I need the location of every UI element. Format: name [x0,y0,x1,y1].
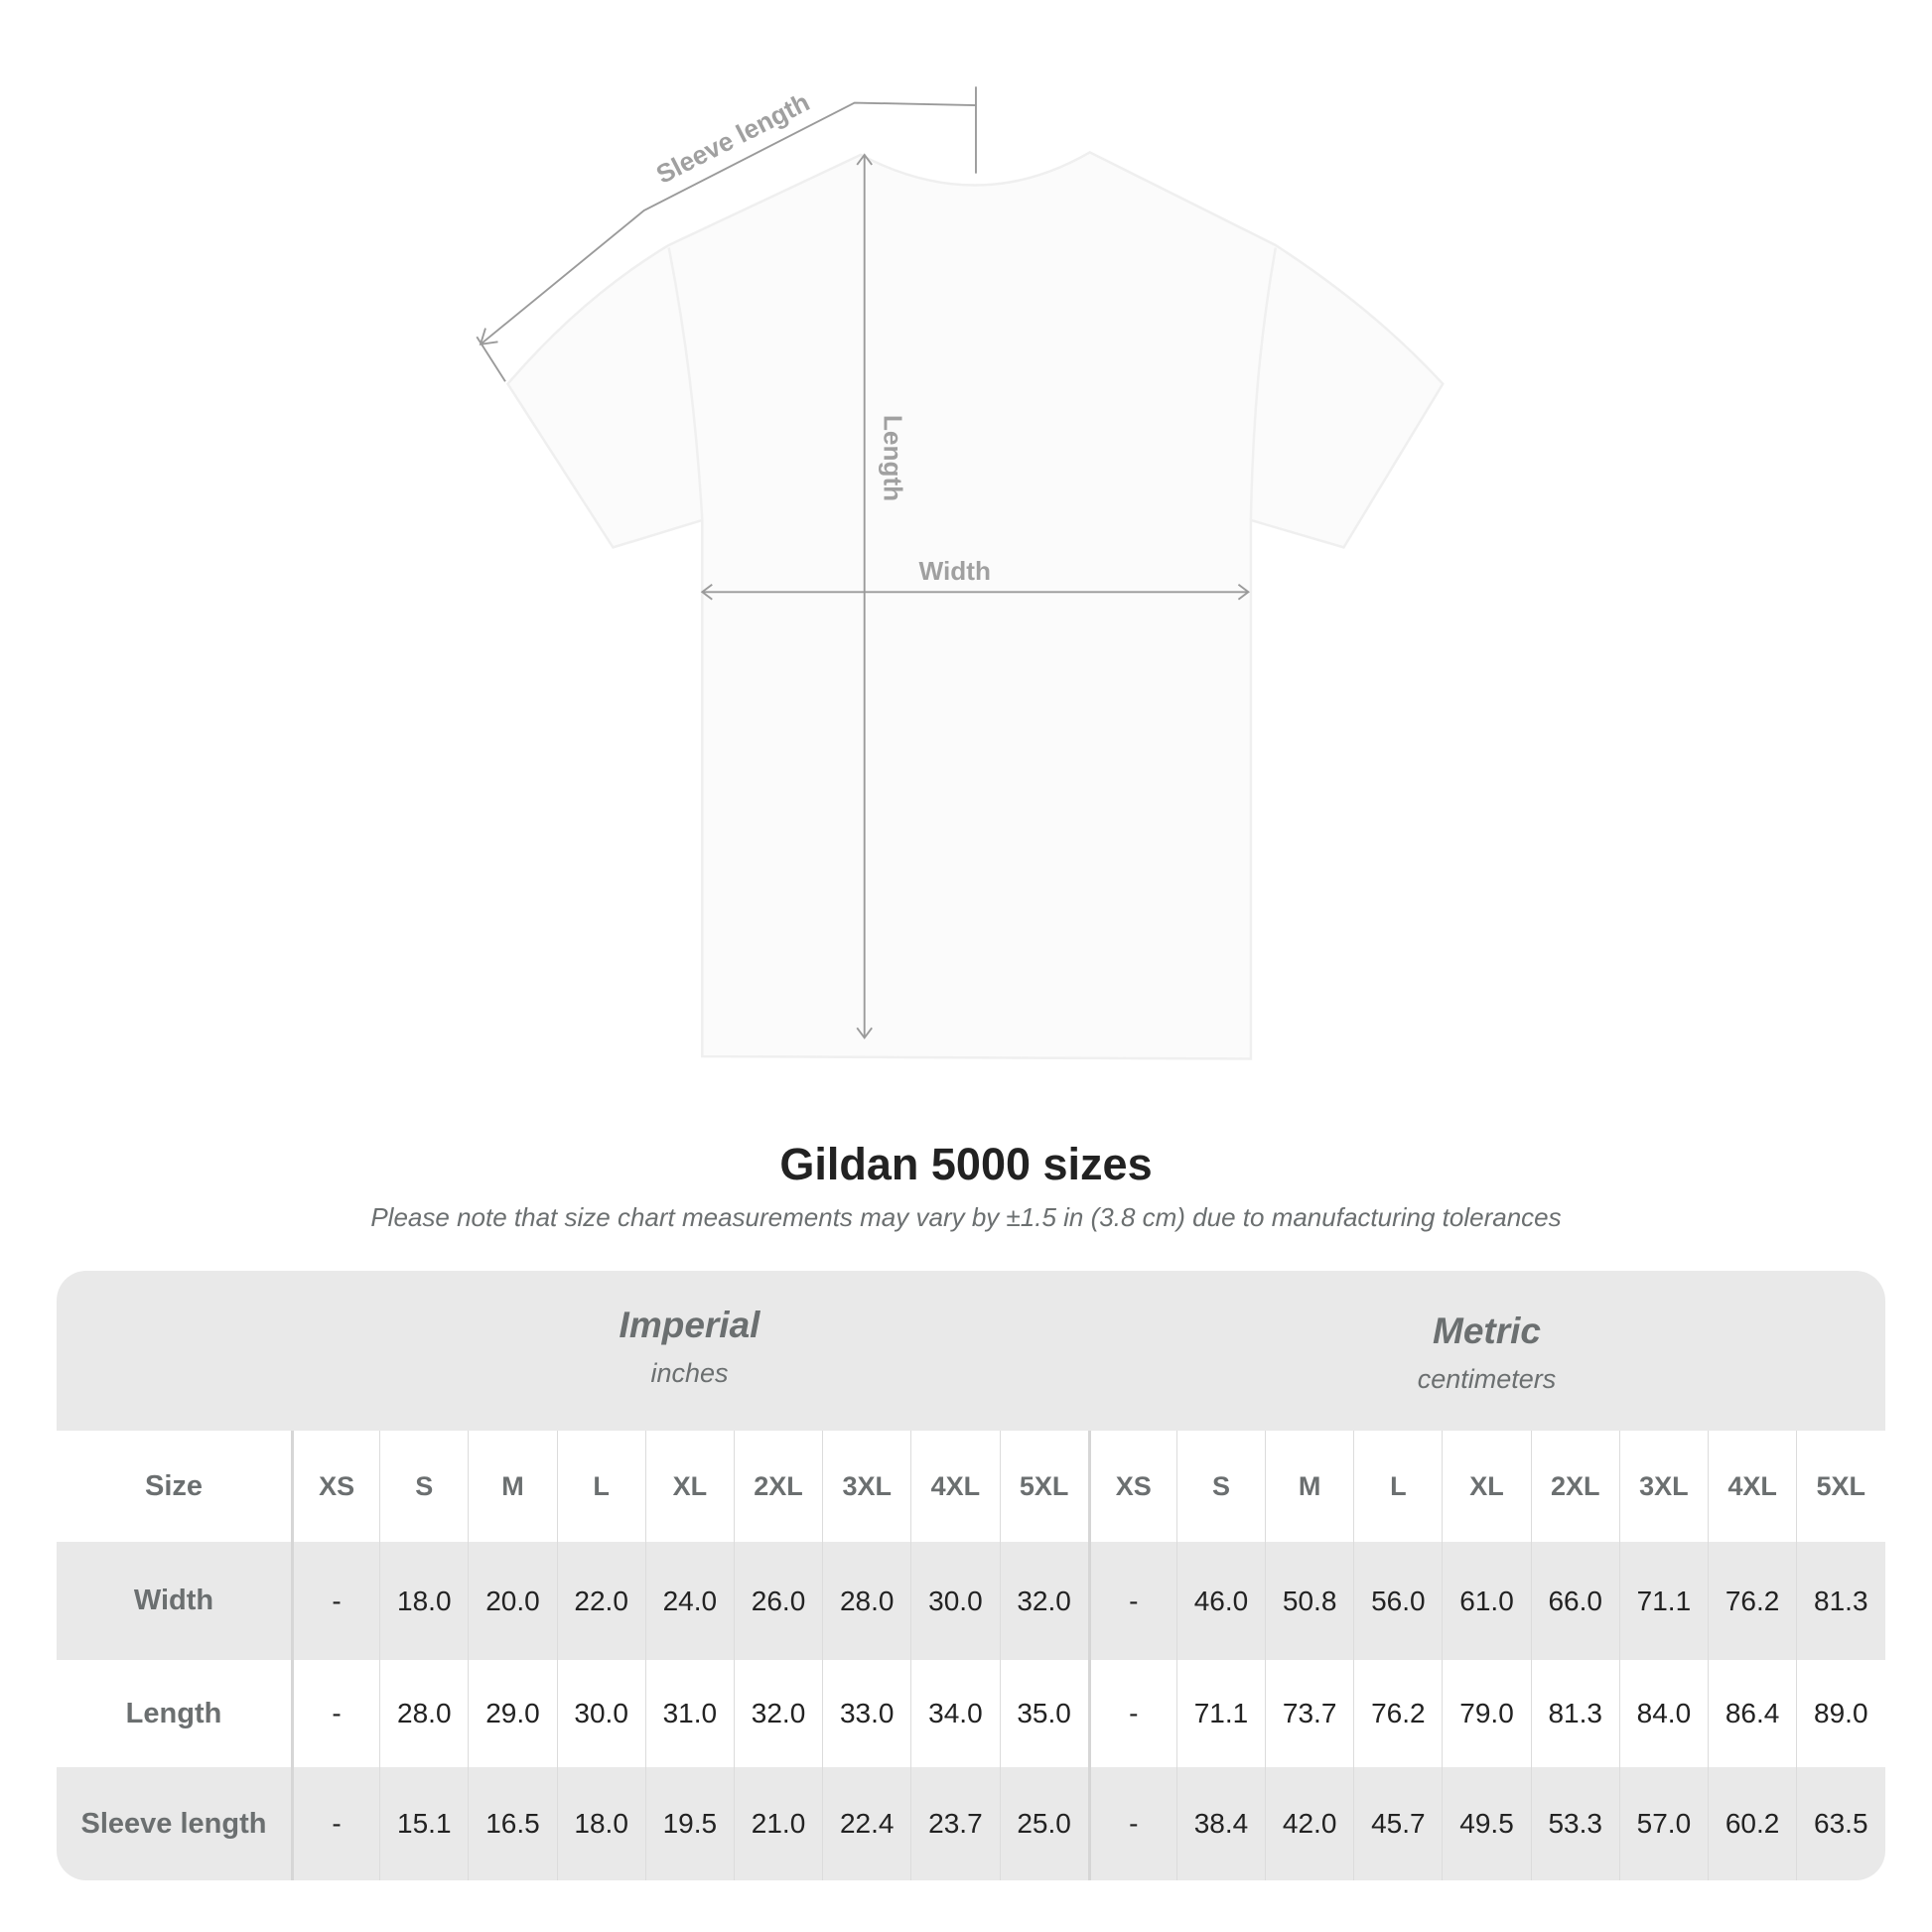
size-header-metric: XL [1442,1431,1530,1542]
value-cell-metric: - [1087,1660,1176,1767]
value-cell-metric: - [1087,1767,1176,1880]
size-header-imperial: 4XL [910,1431,999,1542]
value-cell-imperial: 22.0 [556,1542,645,1660]
value-cell-imperial: 21.0 [733,1767,822,1880]
length-label: Length [879,415,908,501]
value-cell-imperial: 29.0 [468,1660,556,1767]
size-header-metric: 2XL [1530,1431,1619,1542]
value-cell-imperial: 28.0 [822,1542,910,1660]
size-header-metric: XS [1087,1431,1176,1542]
value-cell-metric: 53.3 [1530,1767,1619,1880]
width-measure [700,584,1250,601]
value-cell-imperial: 20.0 [468,1542,556,1660]
tolerance-note: Please note that size chart measurements… [370,1202,1562,1232]
row-label: Width [133,1585,214,1616]
size-row: Size XS S M L XL 2XL 3XL 4XL 5XL XS S M L XL 2XL 3XL 4XL… [57,1431,1885,1542]
value-cell-metric: 66.0 [1530,1542,1619,1660]
sleeve-length-measure [476,86,977,382]
size-header-metric: 3XL [1618,1431,1708,1542]
value-cell-metric: 56.0 [1353,1542,1442,1660]
value-cell-metric: 57.0 [1618,1767,1708,1880]
metric-header: Metric centimeters [1088,1311,1885,1395]
value-cell-imperial: 16.5 [468,1767,556,1880]
value-cell-imperial: 22.4 [822,1767,910,1880]
table-row: Length -28.0 29.0 30.0 31.0 32.0 33.0 34.0 35.0-… [57,1660,1885,1767]
page-title: Gildan 5000 sizes [779,1139,1153,1189]
imperial-unit: inches [650,1358,729,1388]
size-header-imperial: S [379,1431,468,1542]
value-cell-metric: - [1087,1542,1176,1660]
value-cell-metric: 73.7 [1265,1660,1353,1767]
value-cell-imperial: 35.0 [999,1660,1088,1767]
value-cell-metric: 46.0 [1175,1542,1265,1660]
value-cell-imperial: 25.0 [999,1767,1088,1880]
length-measure [856,153,873,1039]
tshirt-shape [505,151,1445,1060]
imperial-title: Imperial [619,1305,760,1345]
size-header-metric: 4XL [1708,1431,1796,1542]
value-cell-metric: 84.0 [1618,1660,1708,1767]
value-cell-imperial: - [291,1660,379,1767]
value-cell-imperial: 30.0 [556,1660,645,1767]
value-cell-metric: 49.5 [1442,1767,1530,1880]
size-header-metric: L [1353,1431,1442,1542]
value-cell-imperial: 23.7 [910,1767,999,1880]
size-header-metric: M [1265,1431,1353,1542]
table-header-band: Imperial inches Metric centimeters [57,1271,1885,1431]
value-cell-metric: 81.3 [1530,1660,1619,1767]
size-header-imperial: M [468,1431,556,1542]
value-cell-imperial: 15.1 [379,1767,468,1880]
metric-unit: centimeters [1417,1364,1557,1394]
value-cell-imperial: 28.0 [379,1660,468,1767]
value-cell-metric: 63.5 [1796,1767,1884,1880]
value-cell-imperial: 32.0 [999,1542,1088,1660]
sleeve-length-label: Sleeve length [651,86,814,189]
table-row: Width -18.0 20.0 22.0 24.0 26.0 28.0 30.0 32.0-4… [57,1542,1885,1660]
value-cell-imperial: 26.0 [733,1542,822,1660]
value-cell-metric: 42.0 [1265,1767,1353,1880]
size-table: Imperial inches Metric centimeters Size … [57,1271,1885,1880]
value-cell-imperial: 18.0 [556,1767,645,1880]
value-cell-imperial: 19.5 [644,1767,734,1880]
size-header-imperial: 2XL [733,1431,822,1542]
value-cell-metric: 81.3 [1796,1542,1884,1660]
value-cell-imperial: - [291,1542,379,1660]
row-label: Sleeve length [80,1807,267,1840]
value-cell-metric: 76.2 [1708,1542,1796,1660]
value-cell-metric: 76.2 [1353,1660,1442,1767]
value-cell-imperial: - [291,1767,379,1880]
size-header-imperial: XL [644,1431,734,1542]
value-cell-metric: 45.7 [1353,1767,1442,1880]
metric-title: Metric [1433,1311,1541,1351]
size-header-imperial: 3XL [822,1431,910,1542]
value-cell-metric: 86.4 [1708,1660,1796,1767]
table-row: Sleeve length -15.1 16.5 18.0 19.5 21.0 22.4 23… [57,1767,1885,1880]
size-header-imperial: XS [291,1431,379,1542]
value-cell-metric: 79.0 [1442,1660,1530,1767]
value-cell-metric: 61.0 [1442,1542,1530,1660]
value-cell-imperial: 33.0 [822,1660,910,1767]
size-header-metric: 5XL [1796,1431,1884,1542]
value-cell-imperial: 31.0 [644,1660,734,1767]
value-cell-imperial: 30.0 [910,1542,999,1660]
value-cell-imperial: 32.0 [733,1660,822,1767]
value-cell-metric: 71.1 [1175,1660,1265,1767]
width-label: Width [919,556,991,586]
value-cell-metric: 38.4 [1175,1767,1265,1880]
value-cell-imperial: 18.0 [379,1542,468,1660]
value-cell-imperial: 34.0 [910,1660,999,1767]
value-cell-metric: 89.0 [1796,1660,1884,1767]
size-label: Size [144,1469,204,1502]
size-header-imperial: L [556,1431,645,1542]
value-cell-metric: 50.8 [1265,1542,1353,1660]
value-cell-metric: 71.1 [1618,1542,1708,1660]
value-cell-metric: 60.2 [1708,1767,1796,1880]
row-label: Length [125,1697,222,1729]
size-header-metric: S [1175,1431,1265,1542]
value-cell-imperial: 24.0 [644,1542,734,1660]
size-header-imperial: 5XL [999,1431,1088,1542]
imperial-header: Imperial inches [291,1305,1088,1389]
